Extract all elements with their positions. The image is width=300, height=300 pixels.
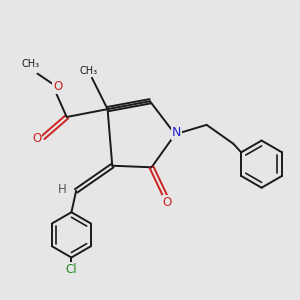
Text: O: O xyxy=(53,80,62,93)
Text: O: O xyxy=(32,133,41,146)
Text: CH₃: CH₃ xyxy=(22,59,40,69)
Text: Cl: Cl xyxy=(66,263,77,276)
Text: H: H xyxy=(58,183,66,196)
Text: N: N xyxy=(172,126,182,139)
Text: CH₃: CH₃ xyxy=(80,66,98,76)
Text: O: O xyxy=(163,196,172,209)
